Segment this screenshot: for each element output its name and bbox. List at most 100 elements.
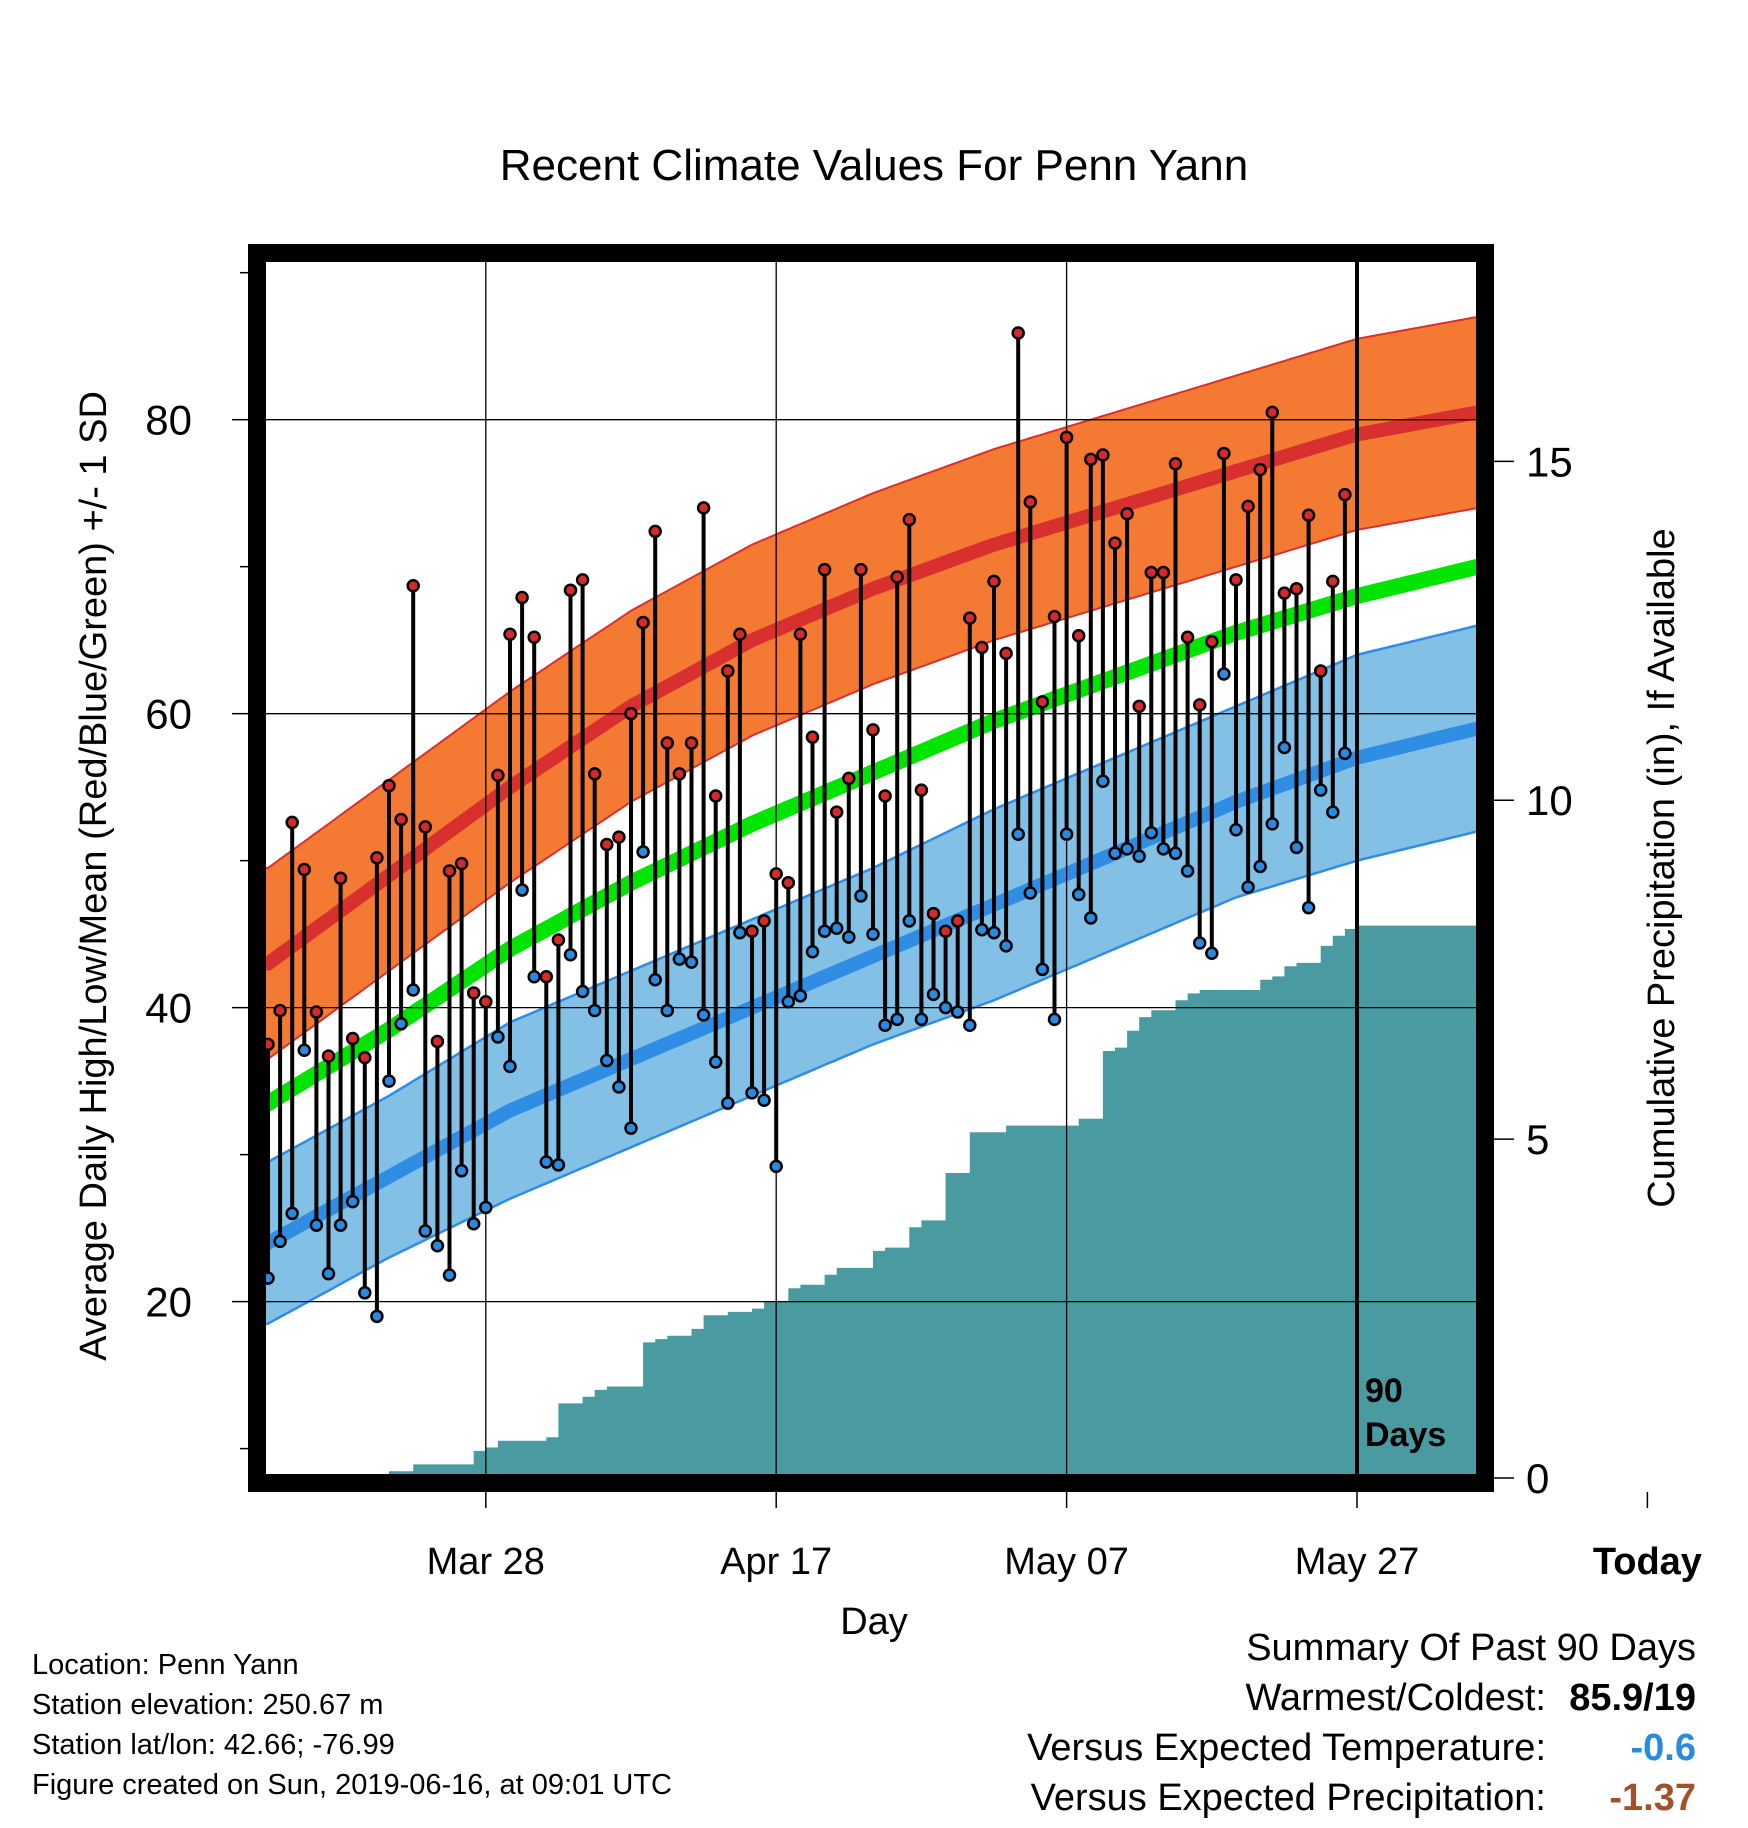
high-point — [1217, 446, 1231, 461]
low-point — [660, 1003, 675, 1018]
low-point — [902, 914, 917, 928]
low-point — [1084, 911, 1098, 925]
high-point — [1277, 586, 1292, 600]
low-point — [1108, 846, 1122, 861]
high-point — [479, 995, 493, 1009]
low-point — [914, 1012, 929, 1027]
low-point — [1277, 740, 1292, 755]
plot-area: 90 Days 20 40 60 80 0 5 10 15 Mar 28 Apr 17 May 07 Ma… — [145, 244, 1702, 1583]
low-point — [975, 922, 989, 937]
high-point — [696, 501, 711, 515]
high-point — [1289, 581, 1304, 596]
created-text: Figure created on Sun, 2019-06-16, at 09… — [32, 1769, 672, 1801]
high-point — [612, 830, 626, 844]
warm-cold-label: Warmest/Coldest: — [1245, 1677, 1546, 1719]
warm-cold-value: 85.9/19 — [1569, 1677, 1696, 1719]
high-point — [660, 736, 675, 750]
high-point — [454, 856, 469, 871]
low-point — [829, 921, 844, 936]
plot-frame — [248, 244, 1494, 1492]
low-point — [757, 1093, 771, 1107]
high-point — [1168, 457, 1183, 471]
high-point — [999, 646, 1013, 661]
y2-tick-label: 5 — [1526, 1116, 1549, 1163]
high-point — [273, 1003, 287, 1018]
low-point — [321, 1266, 336, 1281]
low-point — [1338, 746, 1352, 761]
high-point — [1011, 326, 1025, 340]
low-point — [394, 1017, 408, 1031]
low-point — [1096, 774, 1110, 789]
low-point — [1168, 846, 1183, 861]
latlon-text: Station lat/lon: 42.66; -76.99 — [32, 1729, 395, 1761]
low-point — [466, 1216, 481, 1231]
high-point — [515, 590, 529, 605]
low-point — [345, 1194, 360, 1209]
high-point — [1120, 507, 1134, 521]
precip-label: Versus Expected Precipitation: — [1030, 1777, 1546, 1819]
low-point — [273, 1234, 287, 1249]
high-point — [636, 615, 650, 630]
high-point — [975, 640, 989, 655]
y-axis-label: Average Daily High/Low/Mean (Red/Blue/Gr… — [73, 391, 115, 1361]
high-point — [442, 864, 457, 878]
low-point — [890, 1012, 904, 1027]
high-point — [551, 933, 566, 947]
low-point — [1241, 880, 1255, 894]
low-point — [491, 1030, 505, 1044]
elevation-text: Station elevation: 250.67 m — [32, 1689, 384, 1721]
low-point — [769, 1159, 783, 1174]
low-point — [333, 1218, 348, 1232]
high-point — [491, 768, 505, 783]
high-point — [333, 871, 348, 886]
x-tick-label: Mar 28 — [427, 1541, 545, 1583]
low-point — [624, 1121, 638, 1135]
y-tick-label: 60 — [145, 691, 192, 738]
high-point — [503, 627, 517, 642]
low-point — [636, 845, 650, 859]
high-point — [1241, 499, 1255, 514]
low-point — [1301, 900, 1316, 915]
high-point — [805, 730, 820, 744]
high-point — [672, 767, 687, 781]
low-point — [745, 1086, 759, 1100]
high-point — [829, 805, 844, 819]
high-point — [309, 1005, 324, 1019]
y-tick-label: 20 — [145, 1279, 192, 1326]
high-point — [1059, 430, 1074, 445]
high-point — [781, 875, 796, 890]
today-marker-label-line: 90 — [1365, 1372, 1403, 1410]
high-point — [575, 573, 590, 587]
y2-tick-label: 15 — [1526, 438, 1573, 485]
summary-panel: Summary Of Past 90 Days Warmest/Coldest:… — [796, 1623, 1696, 1823]
high-point — [1313, 664, 1328, 678]
x-axis-label: Day — [840, 1601, 908, 1643]
high-point — [394, 812, 408, 827]
low-point — [1192, 936, 1207, 950]
high-point — [684, 736, 699, 750]
high-point — [563, 583, 578, 597]
precip-row: Versus Expected Precipitation: -1.37 — [796, 1773, 1696, 1823]
location-text: Location: Penn Yann — [32, 1649, 299, 1681]
low-point — [1229, 823, 1243, 837]
high-point — [963, 611, 977, 625]
chart-title: Recent Climate Values For Penn Yann — [500, 141, 1248, 190]
high-point — [1035, 695, 1050, 709]
low-point — [587, 1003, 602, 1018]
low-point — [1059, 827, 1074, 841]
low-point — [479, 1200, 493, 1215]
high-point — [358, 1050, 372, 1065]
plot-content — [262, 258, 1480, 1478]
high-point — [1084, 452, 1098, 467]
high-point — [382, 778, 396, 793]
low-point — [781, 995, 796, 1009]
y-tick-label: 80 — [145, 397, 192, 444]
high-point — [345, 1031, 360, 1046]
high-point — [793, 627, 808, 642]
high-point — [587, 767, 602, 781]
high-point — [769, 867, 783, 881]
high-point — [1144, 565, 1159, 580]
high-point — [466, 986, 481, 1000]
high-point — [1096, 448, 1110, 462]
